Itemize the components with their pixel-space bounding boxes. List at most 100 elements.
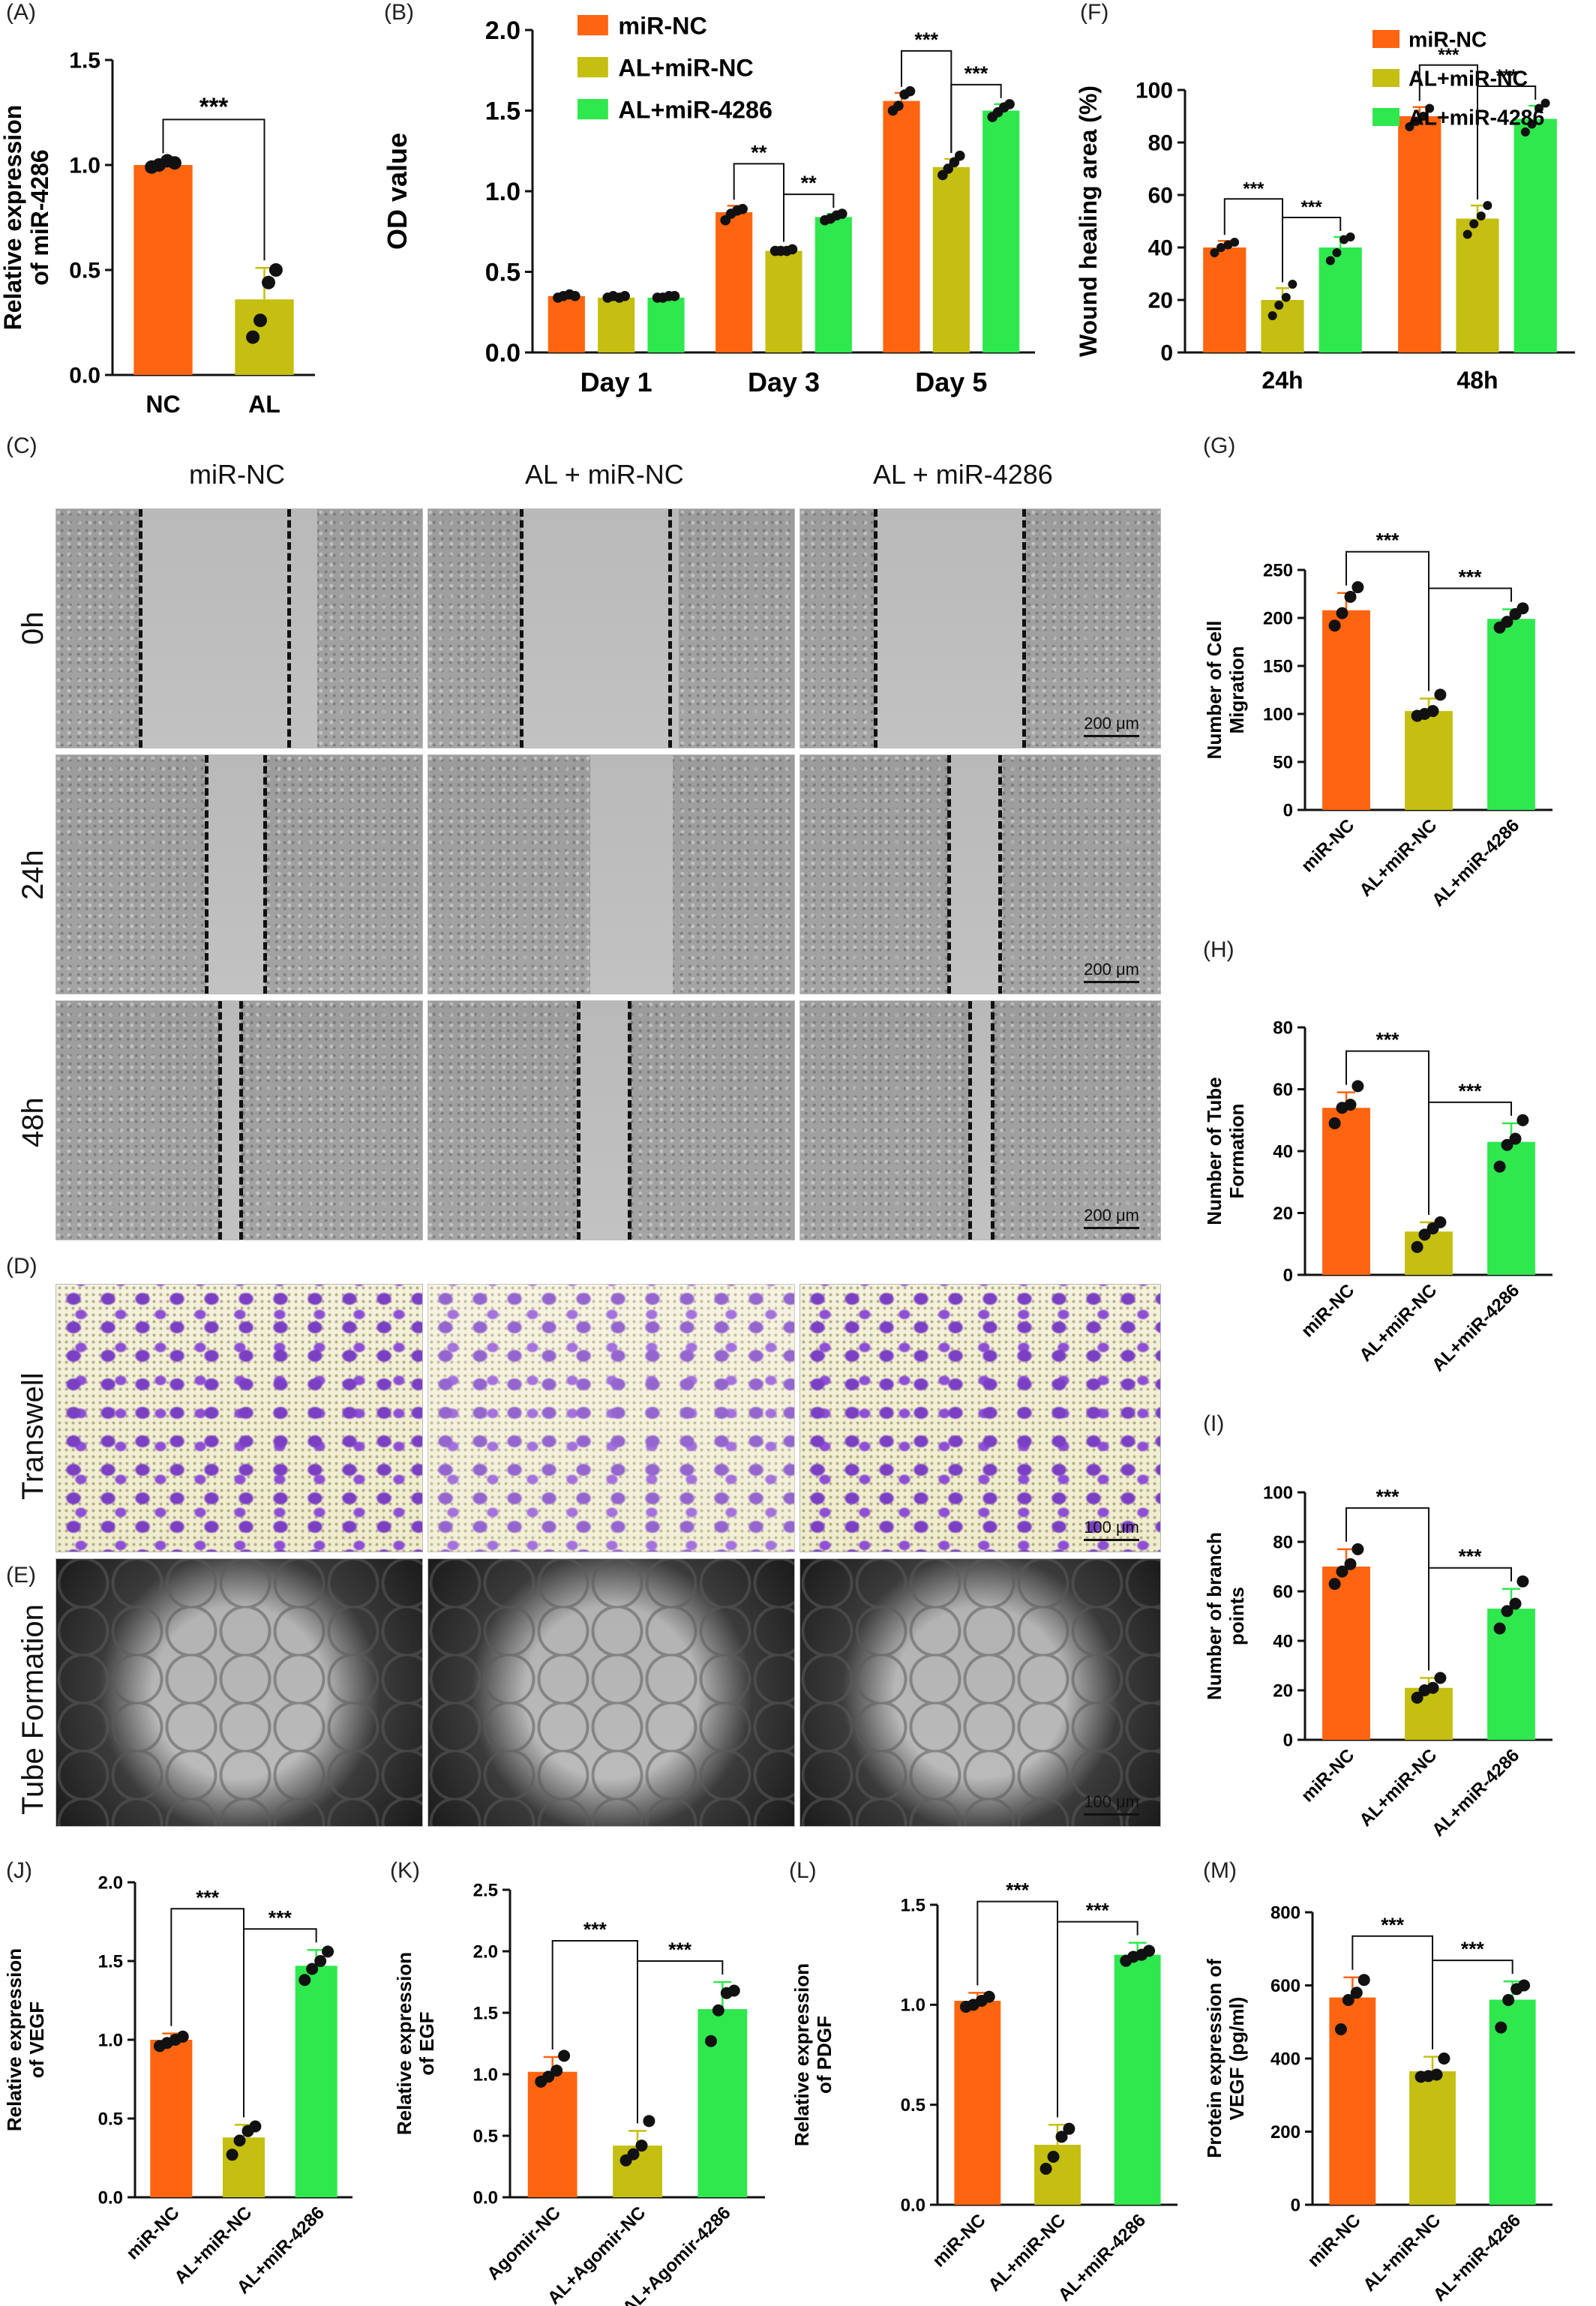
chart-h-data-point [1344, 1099, 1357, 1111]
chart-f-legend-swatch [1372, 30, 1400, 48]
chart-f-y-axis-label: Wound healing area (%) [1075, 85, 1102, 357]
chart-h-x-tick-label: AL+miR-4286 [1428, 1280, 1523, 1375]
chart-j-data-point [298, 1974, 311, 1987]
chart-b: 0.0 0.5 1.0 1.5 2.0 OD value Day 1 Day 3 Day 5 mi… [382, 13, 1035, 397]
chart-i-data-point [1344, 1558, 1357, 1570]
chart-f-data-point [1483, 201, 1492, 210]
chart-h-data-point [1418, 1228, 1431, 1241]
chart-j-y-tick-label: 1.5 [98, 1951, 123, 1972]
chart-j-data-point [226, 2149, 238, 2161]
chart-h-significance-bracket [1428, 1101, 1512, 1215]
chart-b-x-tick-label: Day 3 [748, 367, 820, 397]
chart-h-y-tick-label: 60 [1273, 1080, 1293, 1100]
chart-k-y-tick-label: 1.5 [473, 2003, 498, 2023]
wound-image-0h-mir-nc [56, 508, 423, 748]
chart-h-data-point [1352, 1080, 1364, 1093]
scale-bar-text: 200 μm [1084, 1206, 1139, 1225]
chart-g-data-point [1434, 688, 1447, 701]
transwell-image-al-mir-4286: 100 μm [800, 1284, 1161, 1552]
chart-f-data-point [1405, 122, 1414, 131]
row-label-48h: 48h [16, 1097, 50, 1147]
chart-b-significance-label: *** [964, 61, 988, 85]
scale-bar-0h: 200 μm [1084, 714, 1139, 737]
chart-b-bar [598, 297, 635, 352]
chart-j-y-tick-label: 2.0 [98, 1873, 123, 1893]
chart-h-y-axis-label: Formation [1226, 1103, 1248, 1198]
chart-h-significance-label: *** [1459, 1080, 1483, 1102]
scale-bar-tube: 100 μm [1084, 1792, 1139, 1816]
chart-a: 0.0 0.5 1.0 1.5 Relative expression of miR-42… [0, 49, 315, 418]
chart-h-data-point [1501, 1138, 1514, 1151]
chart-k-y-tick-label: 2.0 [473, 1942, 498, 1962]
chart-l-bar [954, 2001, 1001, 2205]
chart-l-y-axis-label: of PDGF [813, 2016, 836, 2094]
wound-image-0h-al-mir-nc [428, 508, 795, 748]
chart-f-legend-label: miR-NC [1408, 28, 1487, 52]
row-label-24h: 24h [16, 850, 50, 900]
chart-i-y-tick-label: 40 [1273, 1631, 1293, 1651]
wound-image-24h-mir-nc [56, 754, 423, 994]
scale-bar-text: 200 μm [1084, 714, 1139, 733]
chart-l-y-tick-label: 1.5 [901, 1895, 926, 1915]
chart-h-data-point [1434, 1216, 1447, 1228]
chart-b-bar [716, 211, 753, 352]
chart-f-data-point [1210, 248, 1220, 257]
chart-m-data-point [1350, 1987, 1363, 1999]
tube-formation-image-al-mir-4286: 100 μm [800, 1558, 1161, 1827]
chart-l-significance-label: *** [1086, 1900, 1110, 1922]
chart-j-y-tick-label: 1.0 [98, 2030, 123, 2050]
chart-i-data-point [1516, 1575, 1529, 1588]
chart-b-data-point [836, 208, 848, 219]
scale-bar-24h: 200 μm [1084, 960, 1139, 983]
chart-k-data-point [712, 2004, 724, 2017]
chart-g-y-tick-label: 50 [1273, 752, 1293, 772]
chart-f-data-point [1425, 103, 1435, 113]
chart-b-legend-label: AL+miR-4286 [618, 97, 772, 124]
chart-l-y-tick-label: 0.0 [901, 2195, 926, 2215]
chart-k-data-point [635, 2140, 648, 2152]
scale-bar-transwell: 100 μm [1084, 1518, 1139, 1541]
chart-k-bar [527, 2071, 578, 2197]
chart-b-y-tick-label: 1.0 [485, 178, 520, 206]
chart-m: 0 200 400 600 800 Protein expression of VEGF (… [1203, 1903, 1552, 2305]
chart-b-y-tick-label: 1.5 [485, 97, 520, 125]
chart-h-y-tick-label: 0 [1283, 1265, 1293, 1285]
chart-a-data-point [246, 330, 260, 344]
column-label-al-mir-4286: AL + miR-4286 [873, 459, 1053, 490]
chart-k-y-tick-label: 2.5 [473, 1880, 498, 1900]
chart-b-data-point [737, 203, 748, 214]
chart-j: 0.0 0.5 1.0 1.5 2.0 Relative expression of VEG… [3, 1873, 352, 2298]
chart-f-bar [1318, 247, 1362, 352]
chart-f-data-point [1520, 127, 1530, 136]
chart-i-data-point [1328, 1578, 1341, 1591]
chart-i-y-tick-label: 20 [1273, 1681, 1293, 1701]
chart-b-significance-label: ** [801, 171, 818, 194]
chart-f-data-point [1332, 248, 1342, 257]
chart-b-bar [814, 217, 852, 352]
chart-b-legend-swatch [578, 57, 608, 78]
chart-b-significance-label: *** [914, 28, 938, 51]
chart-j-data-point [233, 2134, 246, 2147]
chart-f-significance-label: *** [1496, 66, 1518, 86]
chart-k-data-point [704, 2035, 717, 2047]
chart-b-bar [982, 110, 1020, 352]
chart-i-y-tick-label: 0 [1283, 1730, 1293, 1750]
chart-i-data-point [1434, 1672, 1447, 1684]
chart-j-data-point [314, 1955, 327, 1967]
chart-b-data-point [1004, 99, 1015, 109]
chart-f-data-point [1469, 219, 1479, 229]
chart-f-legend-label: AL+miR-NC [1408, 67, 1528, 91]
chart-h-y-tick-label: 20 [1273, 1204, 1293, 1224]
wound-image-0h-al-mir-4286: 200 μm [800, 508, 1161, 748]
chart-f-bar [1203, 247, 1246, 352]
chart-f-legend-swatch [1372, 108, 1400, 126]
chart-a-y-axis-label: Relative expression [0, 105, 26, 331]
chart-g-bar [1405, 711, 1453, 810]
chart-l-y-axis-label: Relative expression [790, 1963, 813, 2146]
row-label-transwell: Transwell [16, 1372, 50, 1500]
chart-i-x-tick-label: miR-NC [1298, 1745, 1358, 1806]
chart-h-data-point [1509, 1132, 1522, 1145]
panel-label-g: (G) [1203, 433, 1236, 458]
chart-k-data-point [542, 2071, 555, 2083]
wound-image-24h-al-mir-4286: 200 μm [800, 754, 1161, 994]
